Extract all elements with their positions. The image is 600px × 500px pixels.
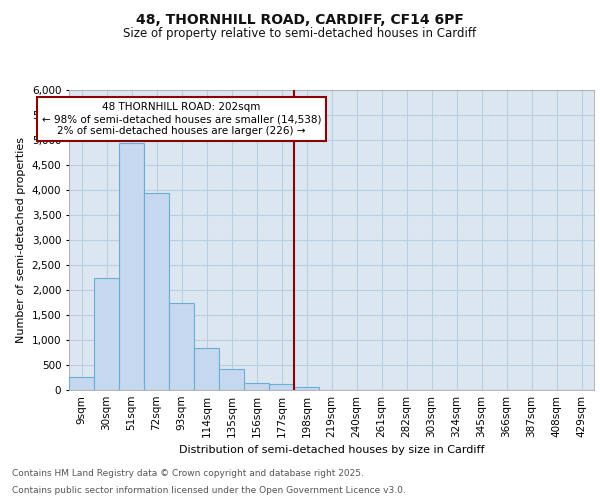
X-axis label: Distribution of semi-detached houses by size in Cardiff: Distribution of semi-detached houses by … (179, 446, 484, 456)
Bar (144, 192, 169, 390)
Text: 48, THORNHILL ROAD, CARDIFF, CF14 6PF: 48, THORNHILL ROAD, CARDIFF, CF14 6PF (136, 12, 464, 26)
Bar (69, 376, 94, 390)
Bar (219, 368, 244, 390)
Bar (294, 386, 319, 390)
Text: 48 THORNHILL ROAD: 202sqm
← 98% of semi-detached houses are smaller (14,538)
2% : 48 THORNHILL ROAD: 202sqm ← 98% of semi-… (42, 102, 321, 136)
Bar (269, 384, 294, 390)
Bar (244, 382, 269, 390)
Text: Size of property relative to semi-detached houses in Cardiff: Size of property relative to semi-detach… (124, 28, 476, 40)
Bar (119, 142, 144, 390)
Bar (94, 278, 119, 390)
Text: Contains HM Land Registry data © Crown copyright and database right 2025.: Contains HM Land Registry data © Crown c… (12, 468, 364, 477)
Bar (194, 348, 219, 390)
Text: Contains public sector information licensed under the Open Government Licence v3: Contains public sector information licen… (12, 486, 406, 495)
Bar (169, 302, 194, 390)
Y-axis label: Number of semi-detached properties: Number of semi-detached properties (16, 137, 26, 343)
